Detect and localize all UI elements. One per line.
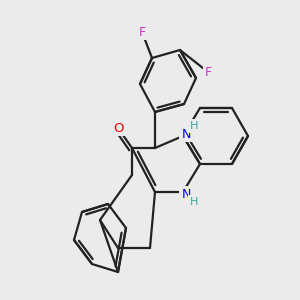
Text: N: N	[181, 188, 191, 200]
Text: H: H	[190, 121, 198, 131]
Text: O: O	[113, 122, 123, 134]
Text: F: F	[138, 26, 146, 38]
Text: N: N	[181, 128, 191, 140]
Text: F: F	[204, 65, 211, 79]
Text: H: H	[190, 197, 198, 207]
